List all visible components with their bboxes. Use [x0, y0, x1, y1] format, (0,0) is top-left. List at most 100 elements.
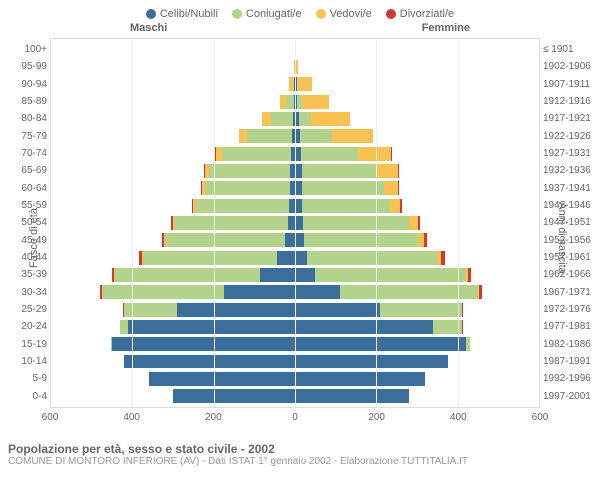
bar-female: [295, 129, 600, 143]
segment-single: [149, 372, 295, 386]
segment-widowed: [332, 129, 373, 143]
bar-male: [0, 77, 295, 91]
segment-divorced: [468, 268, 471, 282]
plot: 100+≤ 190195-991902-190690-941907-191185…: [50, 38, 540, 408]
segment-single: [295, 164, 302, 178]
segment-single: [295, 337, 466, 351]
x-tick: 0: [292, 412, 298, 423]
segment-married: [102, 285, 224, 299]
segment-married: [301, 147, 358, 161]
bar-male: [0, 60, 295, 74]
gender-labels: Maschi Femmine: [0, 22, 600, 38]
segment-married: [120, 320, 128, 334]
bar-male: [0, 199, 295, 213]
segment-single: [295, 320, 433, 334]
bar-male: [0, 164, 295, 178]
segment-single: [295, 233, 304, 247]
segment-single: [288, 216, 295, 230]
segment-married: [300, 129, 333, 143]
legend-label: Vedovi/e: [330, 8, 372, 20]
segment-divorced: [391, 147, 392, 161]
bar-male: [0, 147, 295, 161]
legend-label: Coniugati/e: [246, 8, 302, 20]
segment-divorced: [462, 303, 463, 317]
legend-item: Divorziati/e: [386, 8, 454, 20]
segment-divorced: [398, 181, 399, 195]
legend-swatch: [146, 9, 156, 19]
segment-widowed: [390, 199, 400, 213]
segment-married: [304, 233, 418, 247]
x-tick: 400: [450, 412, 467, 423]
bar-female: [295, 251, 600, 265]
bar-female: [295, 233, 600, 247]
x-axis: 6004002000200400600: [50, 412, 540, 428]
bar-male: [0, 251, 295, 265]
bar-female: [295, 355, 600, 369]
bar-female: [295, 337, 600, 351]
chart-title: Popolazione per età, sesso e stato civil…: [8, 442, 592, 456]
segment-single: [295, 268, 315, 282]
legend-swatch: [316, 9, 326, 19]
bar-male: [0, 233, 295, 247]
bar-male: [0, 303, 295, 317]
segment-widowed: [239, 129, 247, 143]
segment-married: [303, 216, 409, 230]
segment-married: [195, 199, 289, 213]
bar-male: [0, 129, 295, 143]
bar-female: [295, 164, 600, 178]
bar-female: [295, 372, 600, 386]
segment-divorced: [479, 285, 481, 299]
segment-divorced: [398, 164, 399, 178]
segment-single: [295, 285, 340, 299]
bar-male: [0, 43, 295, 57]
segment-married: [380, 303, 461, 317]
segment-married: [302, 164, 375, 178]
legend-label: Celibi/Nubili: [160, 8, 218, 20]
segment-single: [224, 285, 295, 299]
chart-area: Fasce di età Anni di nascita 100+≤ 19019…: [0, 38, 600, 438]
bar-male: [0, 355, 295, 369]
segment-single: [128, 320, 295, 334]
segment-widowed: [262, 112, 270, 126]
bar-male: [0, 320, 295, 334]
x-tick: 400: [123, 412, 140, 423]
bar-female: [295, 43, 600, 57]
segment-single: [277, 251, 295, 265]
segment-married: [209, 164, 290, 178]
grid-line: [458, 39, 459, 407]
segment-single: [295, 389, 409, 403]
legend: Celibi/Nubili Coniugati/e Vedovi/e Divorzia…: [0, 0, 600, 22]
bar-male: [0, 216, 295, 230]
bar-male: [0, 337, 295, 351]
segment-single: [295, 372, 425, 386]
bar-male: [0, 95, 295, 109]
legend-swatch: [232, 9, 242, 19]
segment-married: [205, 181, 290, 195]
segment-widowed: [358, 147, 391, 161]
footer: Popolazione per età, sesso e stato civil…: [0, 438, 600, 467]
bar-female: [295, 216, 600, 230]
grid-line: [376, 39, 377, 407]
segment-widowed: [297, 77, 311, 91]
bar-female: [295, 199, 600, 213]
legend-item: Coniugati/e: [232, 8, 302, 20]
legend-label: Divorziati/e: [400, 8, 454, 20]
segment-single: [295, 181, 302, 195]
bar-female: [295, 95, 600, 109]
segment-married: [466, 337, 470, 351]
segment-single: [295, 251, 307, 265]
legend-item: Celibi/Nubili: [146, 8, 218, 20]
segment-divorced: [418, 216, 420, 230]
segment-married: [114, 268, 260, 282]
bar-female: [295, 320, 600, 334]
segment-married: [143, 251, 277, 265]
segment-single: [295, 216, 303, 230]
bar-female: [295, 147, 600, 161]
segment-divorced: [400, 199, 402, 213]
segment-married: [222, 147, 291, 161]
segment-divorced: [424, 233, 427, 247]
segment-single: [260, 268, 295, 282]
segment-single: [295, 355, 448, 369]
segment-married: [315, 268, 465, 282]
bar-female: [295, 112, 600, 126]
